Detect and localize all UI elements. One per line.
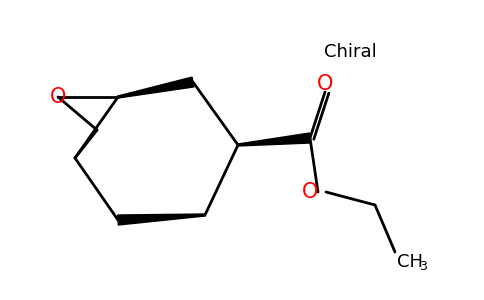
Text: Chiral: Chiral	[324, 43, 377, 61]
Polygon shape	[238, 133, 310, 146]
Polygon shape	[118, 214, 205, 225]
Text: O: O	[317, 74, 333, 94]
Text: CH: CH	[397, 253, 423, 271]
Text: 3: 3	[419, 260, 427, 274]
Text: O: O	[302, 182, 318, 202]
Polygon shape	[118, 77, 194, 98]
Text: O: O	[50, 87, 66, 107]
